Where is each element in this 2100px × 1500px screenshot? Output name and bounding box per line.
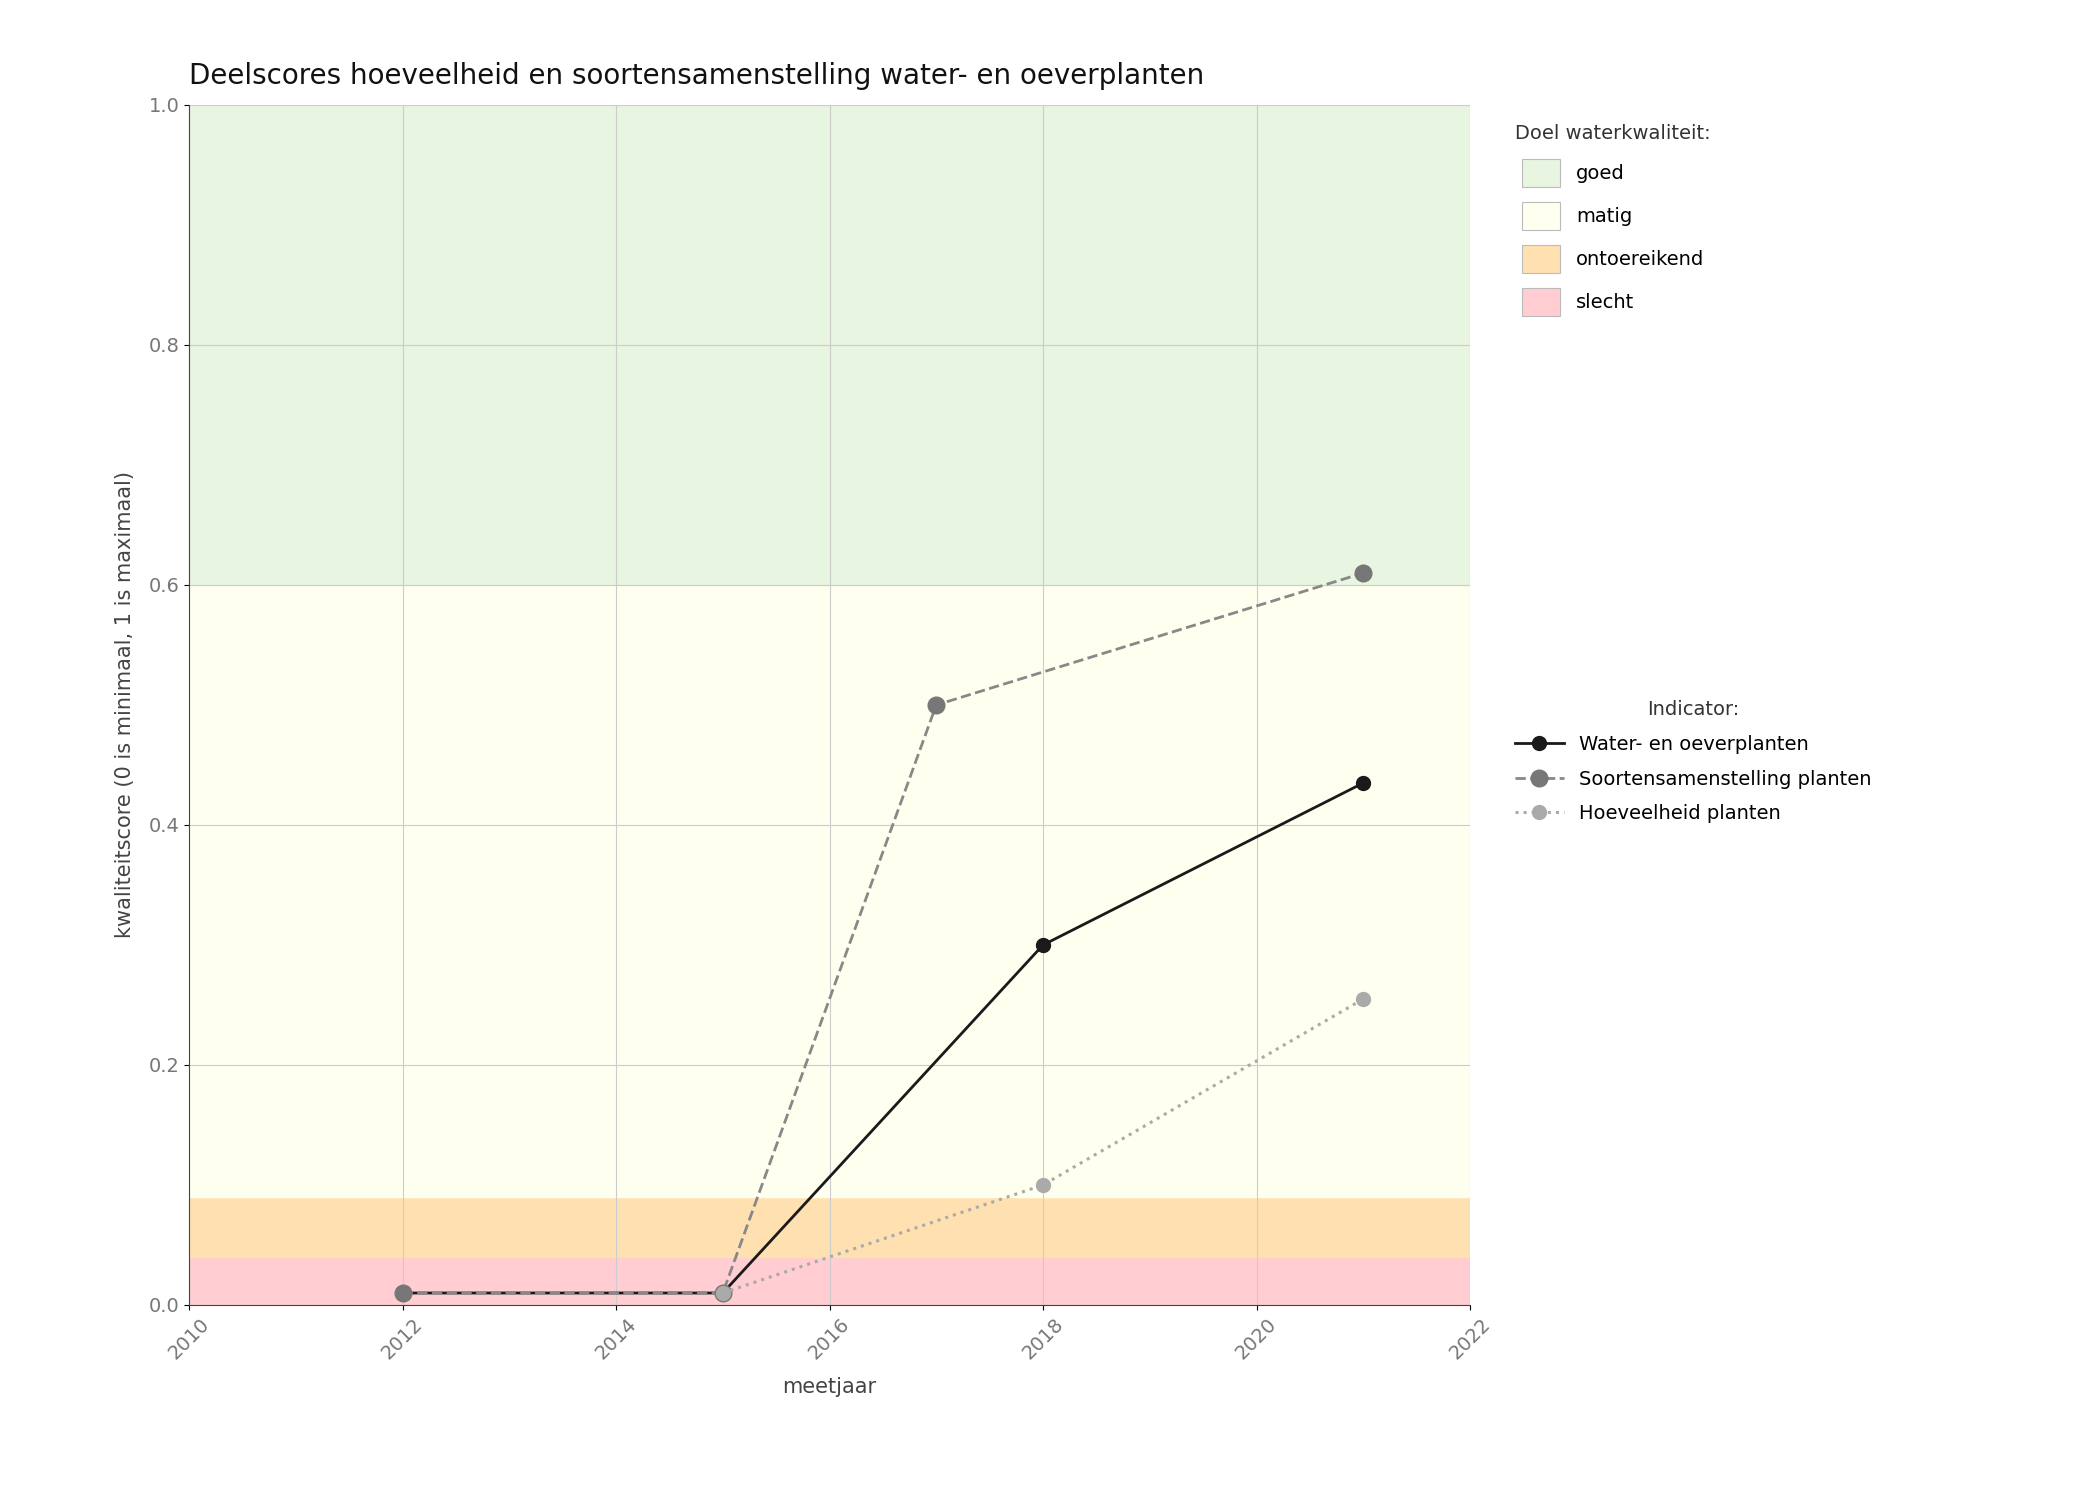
- Water- en oeverplanten: [710, 1284, 735, 1302]
- Line: Water- en oeverplanten: Water- en oeverplanten: [395, 776, 1369, 1300]
- Water- en oeverplanten: [1350, 774, 1376, 792]
- Bar: [189, 105, 1470, 585]
- Soortensamenstelling planten: [924, 696, 949, 714]
- Text: Deelscores hoeveelheid en soortensamenstelling water- en oeverplanten: Deelscores hoeveelheid en soortensamenst…: [189, 62, 1203, 90]
- Bar: [189, 1257, 1470, 1305]
- Legend: Water- en oeverplanten, Soortensamenstelling planten, Hoeveelheid planten: Water- en oeverplanten, Soortensamenstel…: [1506, 690, 1882, 832]
- Water- en oeverplanten: [1031, 936, 1056, 954]
- X-axis label: meetjaar: meetjaar: [783, 1377, 876, 1396]
- Soortensamenstelling planten: [391, 1284, 416, 1302]
- Hoeveelheid planten: [1350, 990, 1376, 1008]
- Hoeveelheid planten: [710, 1284, 735, 1302]
- Line: Soortensamenstelling planten: Soortensamenstelling planten: [395, 564, 1371, 1302]
- Hoeveelheid planten: [1031, 1176, 1056, 1194]
- Bar: [189, 585, 1470, 1197]
- Soortensamenstelling planten: [1350, 564, 1376, 582]
- Water- en oeverplanten: [391, 1284, 416, 1302]
- Soortensamenstelling planten: [710, 1284, 735, 1302]
- Bar: [189, 1197, 1470, 1257]
- Line: Hoeveelheid planten: Hoeveelheid planten: [716, 992, 1369, 1300]
- Y-axis label: kwaliteitscore (0 is minimaal, 1 is maximaal): kwaliteitscore (0 is minimaal, 1 is maxi…: [116, 471, 134, 939]
